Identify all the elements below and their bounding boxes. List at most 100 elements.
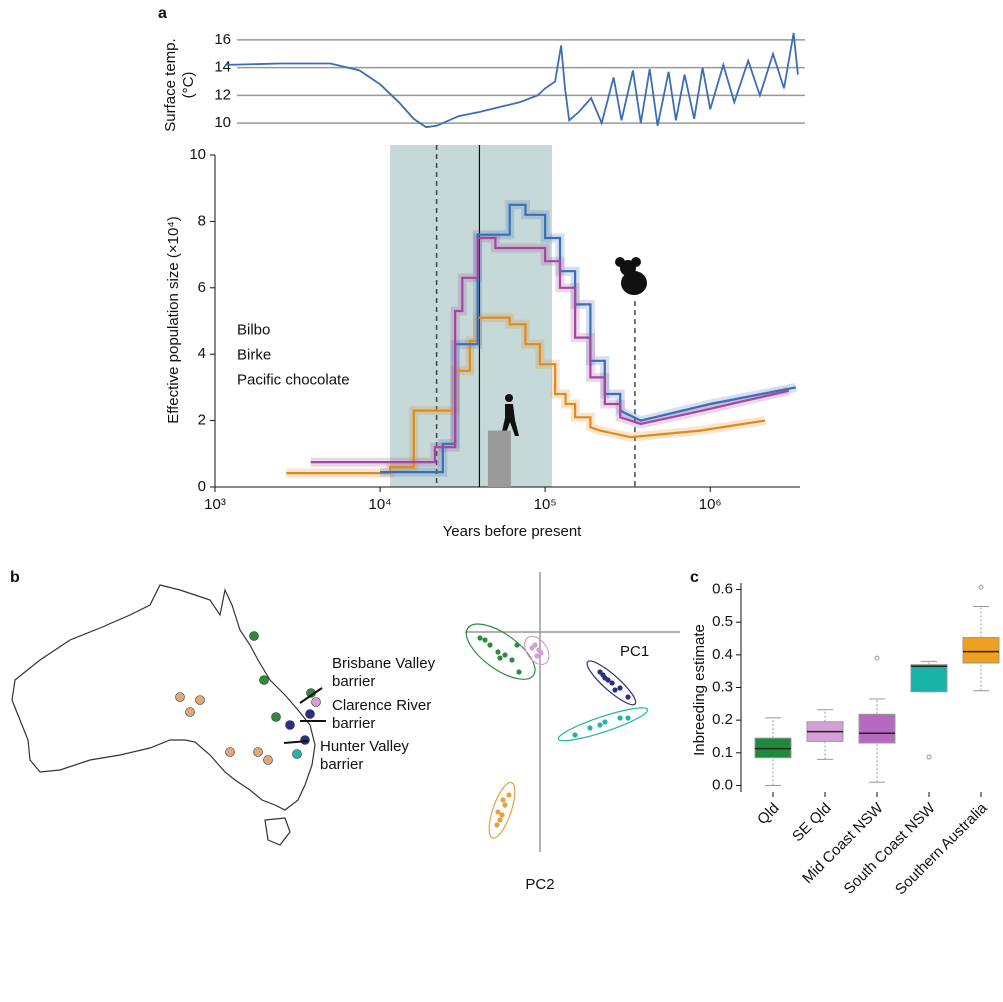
line-series [310, 236, 790, 464]
x-tick-label: SE Qld [789, 800, 835, 846]
line-series [224, 32, 799, 129]
scatter-point [497, 655, 503, 661]
barriers [283, 687, 326, 744]
scatter-point [506, 792, 512, 798]
x-tick-label: South Coast NSW [841, 799, 940, 898]
scatter-point [597, 722, 603, 728]
panel-label: a [158, 5, 167, 22]
scatter-point [625, 694, 631, 700]
y-tick-label: 0.5 [712, 613, 733, 630]
panel-label: b [10, 569, 20, 586]
scatter-point [500, 797, 506, 803]
site [225, 747, 235, 757]
shaded-period [390, 145, 552, 487]
x-tick-label: 10⁶ [699, 496, 722, 513]
y-tick-label: 4 [198, 345, 206, 362]
x-tick-label: Qld [754, 800, 783, 829]
box [910, 664, 948, 693]
scatter-point [529, 645, 535, 651]
box [962, 637, 1000, 664]
y-tick-label: 8 [198, 212, 206, 229]
y-tick-label: 6 [198, 279, 206, 296]
legend-label: Birke [237, 347, 271, 364]
panel-label: c [690, 569, 699, 586]
map-outline [264, 817, 291, 846]
scatter-point [600, 672, 606, 678]
scatter-point [534, 653, 540, 659]
koala-icon [631, 257, 641, 267]
human-icon [501, 404, 519, 436]
scatter-point [482, 637, 488, 643]
y-tick-label: 0.6 [712, 581, 733, 598]
line-series [286, 316, 766, 475]
site [185, 707, 195, 717]
line-series [380, 203, 797, 474]
barrier-line [283, 740, 309, 744]
scatter-point [487, 642, 493, 648]
map-outline [11, 584, 316, 811]
scatter-point [516, 669, 522, 675]
koala-icon [615, 257, 625, 267]
human-icon [505, 394, 513, 402]
y-tick-label: 0.2 [712, 711, 733, 728]
x-axis-label: Years before present [443, 523, 583, 540]
cluster-ellipse [586, 660, 637, 706]
scatter-point [617, 715, 623, 721]
y-axis-label: Inbreeding estimate [691, 624, 708, 756]
annotation: Clarence River barrier [332, 697, 432, 732]
y-tick-label: 12 [214, 86, 231, 103]
scatter-point [497, 817, 503, 823]
scatter-point [514, 642, 520, 648]
scatter-point [502, 802, 508, 808]
y-tick-label: 2 [198, 412, 206, 429]
pc2-label: PC2 [525, 876, 554, 893]
scatter-point [602, 719, 608, 725]
y-tick-label: 0.3 [712, 678, 733, 695]
annotation: Hunter Valley barrier [320, 738, 409, 773]
annotation: Brisbane Valley barrier [332, 655, 436, 690]
y-tick-label: 16 [214, 31, 231, 48]
site [292, 749, 302, 759]
map [11, 584, 316, 846]
y-tick-label: 0.1 [712, 744, 733, 761]
scatter-point [538, 650, 544, 656]
site [249, 631, 259, 641]
y-tick-label: 10 [214, 114, 231, 131]
site [311, 697, 321, 707]
y-axis-label: Effective population size (×10⁴) [165, 216, 182, 424]
scatter-point [509, 657, 515, 663]
outlier [874, 655, 880, 661]
x-tick-label: 10⁵ [534, 496, 557, 513]
cluster-ellipse [488, 781, 516, 839]
y-tick-label: 0.0 [712, 776, 733, 793]
y-tick-label: 0 [198, 478, 206, 495]
legend-label: Bilbo [237, 322, 270, 339]
barrier-line [299, 687, 323, 704]
pc1-label: PC1 [620, 643, 649, 660]
map-sites [175, 631, 321, 765]
scatter-point [494, 822, 500, 828]
scatter-point [605, 677, 611, 683]
highlight-bar [487, 430, 511, 487]
scatter-point [609, 680, 615, 686]
scatter-point [502, 652, 508, 658]
site [305, 709, 315, 719]
cluster-ellipse [465, 623, 536, 680]
x-tick-label: Southern Australia [892, 799, 991, 898]
scatter-point [625, 715, 631, 721]
y-axis-label: Surface temp. (°C) [162, 38, 197, 132]
site [300, 735, 310, 745]
x-tick-label: 10⁴ [368, 496, 391, 513]
scatter-point [495, 649, 501, 655]
site [195, 695, 205, 705]
scatter-point [499, 812, 505, 818]
outlier [978, 584, 984, 590]
site [285, 720, 295, 730]
legend-label: Pacific chocolate [237, 372, 350, 389]
scatter-point [612, 687, 618, 693]
cluster-ellipse [557, 707, 649, 742]
scatter-point [617, 685, 623, 691]
x-tick-label: 10³ [204, 496, 226, 513]
